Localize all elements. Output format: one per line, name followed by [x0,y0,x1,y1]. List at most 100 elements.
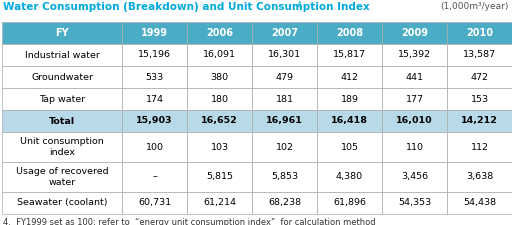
Bar [187,22,252,44]
Text: 16,418: 16,418 [331,117,368,126]
Text: FY: FY [55,28,69,38]
Bar [187,132,252,162]
Bar [252,192,317,214]
Text: Groundwater: Groundwater [31,72,93,81]
Text: 3,456: 3,456 [401,173,428,182]
Bar [382,132,447,162]
Text: 110: 110 [406,142,423,151]
Bar [317,192,382,214]
Text: 177: 177 [406,94,423,104]
Text: 479: 479 [275,72,293,81]
Text: 4.  FY1999 set as 100; refer to  “energy unit consumption index”  for calculatio: 4. FY1999 set as 100; refer to “energy u… [3,218,376,225]
Bar [447,162,512,192]
Bar [2,22,122,44]
Bar [122,22,187,44]
Text: 180: 180 [210,94,228,104]
Text: Water Consumption (Breakdown) and Unit Consumption Index: Water Consumption (Breakdown) and Unit C… [3,2,370,12]
Text: 2010: 2010 [466,28,493,38]
Text: 16,010: 16,010 [396,117,433,126]
Text: 60,731: 60,731 [138,198,171,207]
Bar [187,162,252,192]
Text: 4,380: 4,380 [336,173,363,182]
Bar [187,110,252,132]
Bar [317,66,382,88]
Text: –: – [152,173,157,182]
Bar [252,44,317,66]
Bar [317,22,382,44]
Text: 16,301: 16,301 [268,50,301,59]
Bar [2,44,122,66]
Text: 153: 153 [471,94,488,104]
Bar [122,44,187,66]
Text: 16,652: 16,652 [201,117,238,126]
Text: 412: 412 [340,72,358,81]
Text: (1,000m³/year): (1,000m³/year) [441,2,509,11]
Bar [122,132,187,162]
Text: 472: 472 [471,72,488,81]
Bar [122,88,187,110]
Bar [382,88,447,110]
Text: 15,817: 15,817 [333,50,366,59]
Text: 105: 105 [340,142,358,151]
Text: 2009: 2009 [401,28,428,38]
Text: 5,853: 5,853 [271,173,298,182]
Bar [122,66,187,88]
Bar [447,192,512,214]
Bar [447,66,512,88]
Text: 61,896: 61,896 [333,198,366,207]
Bar [2,162,122,192]
Bar [252,132,317,162]
Text: Usage of recovered
water: Usage of recovered water [16,167,109,187]
Bar [382,162,447,192]
Bar [2,192,122,214]
Text: 102: 102 [275,142,293,151]
Text: Industrial water: Industrial water [25,50,99,59]
Bar [447,110,512,132]
Bar [317,88,382,110]
Bar [122,162,187,192]
Bar [317,162,382,192]
Bar [2,110,122,132]
Text: 189: 189 [340,94,358,104]
Text: 2008: 2008 [336,28,363,38]
Bar [317,110,382,132]
Text: 181: 181 [275,94,293,104]
Bar [187,88,252,110]
Bar [2,132,122,162]
Text: Seawater (coolant): Seawater (coolant) [17,198,107,207]
Text: 68,238: 68,238 [268,198,301,207]
Bar [252,110,317,132]
Text: 4: 4 [297,1,302,10]
Text: 54,438: 54,438 [463,198,496,207]
Bar [382,192,447,214]
Bar [2,88,122,110]
Bar [252,22,317,44]
Text: 174: 174 [145,94,163,104]
Bar [187,44,252,66]
Text: Tap water: Tap water [39,94,85,104]
Bar [317,44,382,66]
Text: 15,903: 15,903 [136,117,173,126]
Text: 15,196: 15,196 [138,50,171,59]
Text: 16,091: 16,091 [203,50,236,59]
Text: 14,212: 14,212 [461,117,498,126]
Bar [252,162,317,192]
Text: 54,353: 54,353 [398,198,431,207]
Bar [382,110,447,132]
Text: 533: 533 [145,72,164,81]
Text: 441: 441 [406,72,423,81]
Bar [252,88,317,110]
Bar [382,22,447,44]
Bar [2,66,122,88]
Bar [187,66,252,88]
Bar [122,192,187,214]
Text: Total: Total [49,117,75,126]
Bar [447,88,512,110]
Bar [317,132,382,162]
Text: 61,214: 61,214 [203,198,236,207]
Text: 100: 100 [145,142,163,151]
Text: Unit consumption
index: Unit consumption index [20,137,104,157]
Text: 1999: 1999 [141,28,168,38]
Text: 15,392: 15,392 [398,50,431,59]
Text: 112: 112 [471,142,488,151]
